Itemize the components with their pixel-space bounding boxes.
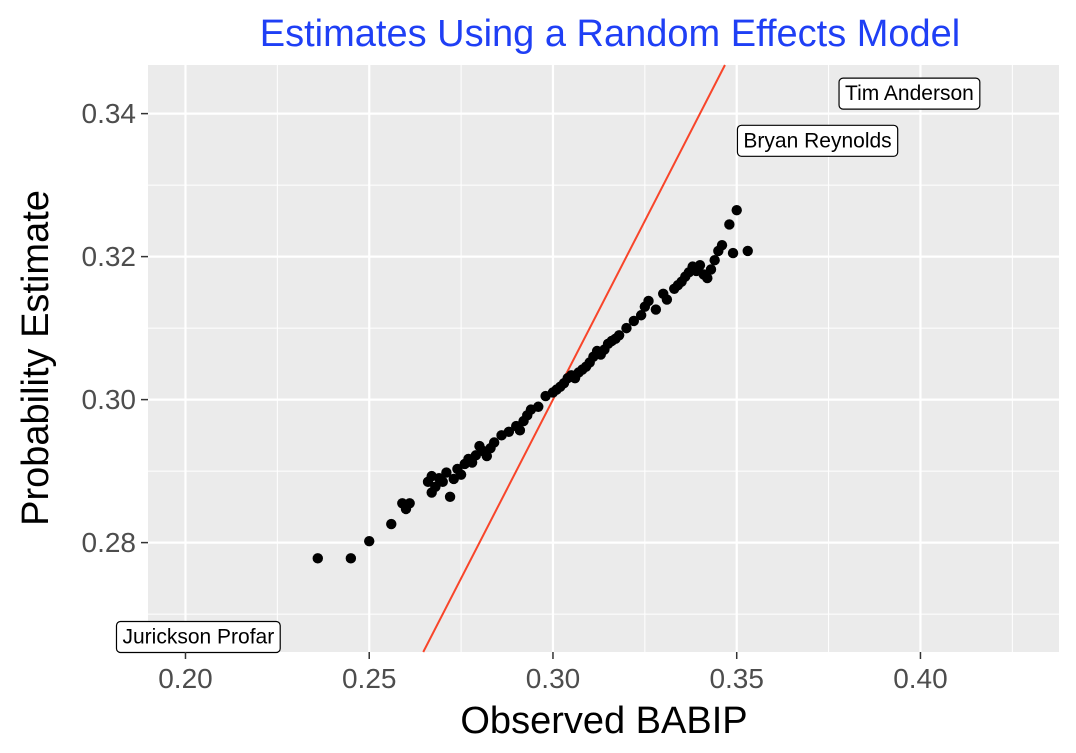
data-point bbox=[621, 322, 632, 334]
data-point bbox=[702, 272, 713, 284]
y-tick-label: 0.34 bbox=[82, 98, 137, 129]
x-axis-label: Observed BABIP bbox=[460, 700, 747, 742]
y-axis-label: Probability Estimate bbox=[15, 190, 57, 526]
annotation-label: Jurickson Profar bbox=[115, 620, 281, 654]
annotation-text: Tim Anderson bbox=[845, 82, 974, 105]
data-point bbox=[727, 247, 739, 259]
data-point bbox=[724, 219, 735, 230]
annotation-labels: Tim Anderson Bryan Reynolds Jurickson Prof… bbox=[115, 77, 981, 654]
data-point bbox=[426, 487, 437, 498]
data-point bbox=[386, 518, 397, 530]
y-axis-ticks: 0.28 0.30 0.32 0.34 bbox=[82, 98, 148, 558]
x-tick-label: 0.30 bbox=[526, 663, 581, 694]
data-point bbox=[422, 476, 434, 488]
data-point bbox=[481, 450, 493, 462]
grid-minor bbox=[148, 65, 1059, 652]
x-tick-label: 0.25 bbox=[342, 663, 397, 694]
data-point bbox=[444, 491, 456, 503]
annotation-text: Bryan Reynolds bbox=[743, 129, 891, 152]
annotation-label: Tim Anderson bbox=[838, 77, 981, 110]
x-tick-label: 0.40 bbox=[893, 663, 948, 694]
x-axis-ticks: 0.20 0.25 0.30 0.35 0.40 bbox=[158, 652, 948, 694]
chart-title: Estimates Using a Random Effects Model bbox=[260, 13, 961, 55]
data-point bbox=[345, 553, 357, 564]
data-point bbox=[400, 503, 412, 515]
data-point bbox=[503, 426, 515, 437]
data-point bbox=[643, 295, 654, 307]
data-point bbox=[742, 245, 753, 257]
data-point bbox=[731, 204, 742, 216]
data-point bbox=[650, 304, 662, 315]
reference-line bbox=[422, 64, 726, 653]
y-tick-label: 0.28 bbox=[82, 527, 137, 558]
data-point bbox=[705, 264, 717, 275]
x-tick-label: 0.35 bbox=[709, 663, 764, 694]
reference-line-layer bbox=[422, 64, 726, 653]
data-point bbox=[514, 425, 526, 436]
data-point bbox=[455, 469, 467, 480]
grid-major bbox=[148, 65, 1059, 652]
annotation-label: Bryan Reynolds bbox=[736, 124, 899, 157]
data-point bbox=[441, 467, 452, 478]
data-point bbox=[709, 254, 720, 266]
annotation-box bbox=[736, 124, 899, 157]
annotation-box bbox=[115, 620, 281, 654]
data-point bbox=[437, 476, 448, 488]
y-tick-label: 0.32 bbox=[82, 241, 137, 272]
data-point bbox=[533, 401, 544, 412]
y-tick-label: 0.30 bbox=[82, 384, 137, 415]
points-layer bbox=[312, 204, 753, 564]
annotation-box bbox=[838, 77, 981, 110]
data-point bbox=[628, 315, 640, 327]
data-point bbox=[635, 310, 647, 321]
x-tick-label: 0.20 bbox=[158, 663, 213, 694]
data-point bbox=[694, 259, 706, 271]
data-point bbox=[661, 294, 673, 305]
data-point bbox=[613, 330, 625, 341]
data-point bbox=[716, 239, 728, 251]
data-point bbox=[312, 553, 323, 564]
annotation-text: Jurickson Profar bbox=[122, 625, 274, 648]
data-point bbox=[364, 535, 375, 547]
data-point bbox=[488, 437, 500, 448]
